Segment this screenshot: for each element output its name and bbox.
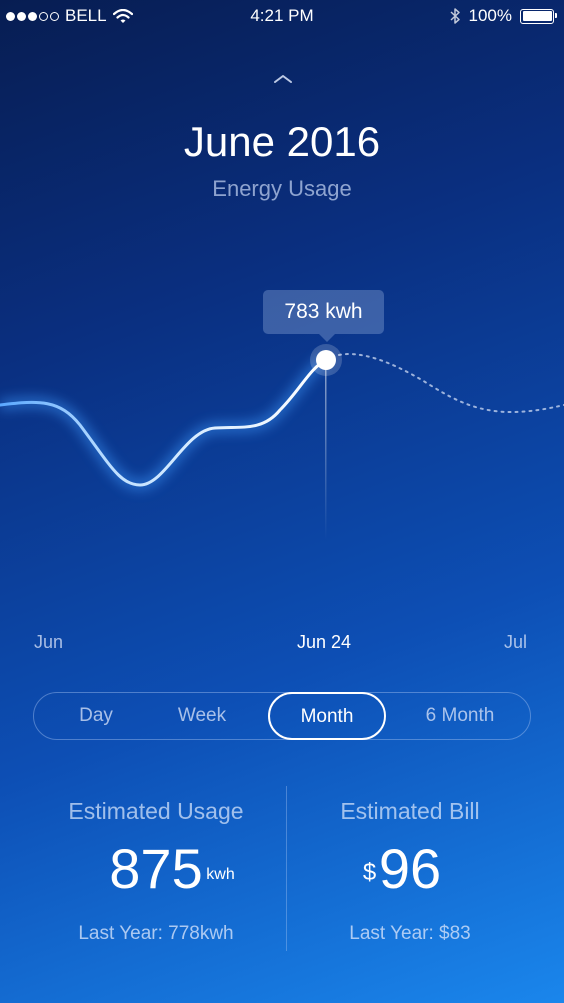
usage-line-glow [0,355,329,491]
selection-point[interactable] [316,350,336,370]
energy-usage-chart[interactable] [0,0,564,620]
range-option-week[interactable]: Week [164,693,240,739]
estimated-bill-panel: Estimated Bill $96 Last Year: $83 [272,798,548,945]
x-axis-label-end: Jul [504,632,528,652]
stats-divider [286,786,287,951]
range-option-6-month[interactable]: 6 Month [404,693,516,739]
range-selector: Day Week Month 6 Month [33,692,531,740]
bill-number: 96 [378,837,442,900]
battery-icon [520,8,557,24]
status-bar: BELL 4:21 PM 100% [0,0,564,32]
estimated-usage-value: 875 kwh [109,841,234,897]
chevron-up-icon[interactable] [272,72,294,86]
bluetooth-icon [450,8,460,24]
projected-line [325,353,564,414]
usage-number: 875 [109,837,203,900]
status-right: 100% [450,6,557,26]
status-left: BELL [6,6,133,26]
selection-stem [325,360,327,540]
x-axis-label-start: Jun [34,632,64,652]
usage-unit: kwh [206,866,235,883]
page-title: June 2016 [183,118,381,165]
value-tooltip: 783 kwh [263,290,384,342]
estimated-bill-value: $96 [363,841,441,897]
estimated-bill-label: Estimated Bill [340,798,480,824]
signal-strength-icon [6,11,59,21]
carrier-name: BELL [65,6,107,25]
usage-last-year: Last Year: 778kwh [78,923,234,944]
bill-last-year: Last Year: $83 [349,923,471,944]
estimated-usage-panel: Estimated Usage 875 kwh Last Year: 778kwh [18,798,294,945]
battery-percent: 100% [468,6,512,25]
estimated-usage-label: Estimated Usage [68,798,244,824]
range-option-day[interactable]: Day [58,693,134,739]
x-axis-label-selected: Jun 24 [297,632,352,652]
usage-line [0,358,328,487]
page-subtitle: Energy Usage [212,176,352,201]
status-time: 4:21 PM [250,6,314,25]
range-option-month[interactable]: Month [268,692,386,740]
wifi-icon [112,8,133,23]
bill-currency: $ [362,859,377,886]
